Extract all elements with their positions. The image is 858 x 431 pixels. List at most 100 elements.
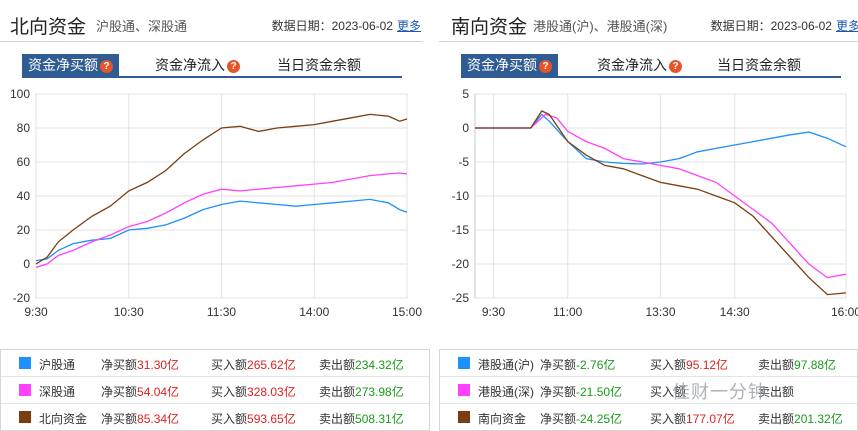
x-tick-label: 15:00 — [392, 305, 422, 319]
legend-swatch — [19, 411, 31, 423]
y-tick-label: 20 — [17, 223, 31, 237]
tab-net-buy[interactable]: 资金净买额? — [461, 54, 558, 76]
legend-swatch — [458, 384, 470, 396]
north-legend: 沪股通 净买额31.30亿 买入额265.62亿 卖出额234.32亿 深股通 … — [0, 349, 430, 431]
legend-net: 净买额54.04亿 — [101, 385, 180, 399]
x-tick-label: 9:30 — [482, 305, 506, 319]
y-tick-label: -10 — [452, 189, 470, 203]
legend-swatch — [19, 357, 31, 369]
y-tick-label: 80 — [17, 121, 31, 135]
tab-net-inflow[interactable]: 资金净流入? — [597, 54, 682, 76]
y-tick-label: 100 — [10, 87, 30, 101]
divider — [439, 41, 858, 42]
tab-label: 资金净流入 — [597, 57, 667, 73]
x-tick-label: 11:00 — [553, 305, 582, 319]
legend-row: 深股通 净买额54.04亿 买入额328.03亿 卖出额273.98亿 — [1, 376, 429, 403]
legend-net: 净买额-21.50亿 — [540, 385, 623, 399]
y-tick-label: 0 — [462, 121, 469, 135]
tab-label: 当日资金余额 — [717, 57, 801, 73]
date-label: 数据日期：2023-06-02 — [271, 19, 393, 33]
x-tick-label: 10:30 — [114, 305, 144, 319]
legend-swatch — [458, 357, 470, 369]
tab-underline — [461, 76, 841, 78]
more-link[interactable]: 更多 — [835, 19, 858, 33]
y-tick-label: 0 — [23, 257, 30, 271]
tab-label: 资金净流入 — [155, 57, 225, 73]
watermark: 佳财一分钟 — [672, 382, 767, 402]
legend-sell: 卖出额508.31亿 — [319, 412, 404, 426]
legend-buy: 买入额328.03亿 — [211, 385, 296, 399]
series-line — [35, 172, 408, 269]
legend-buy: 买入额593.65亿 — [211, 412, 296, 426]
help-icon[interactable]: ? — [669, 60, 682, 73]
legend-row: 港股通(深) 净买额-21.50亿 买入额 卖出额 — [440, 376, 857, 403]
legend-row: 南向资金 净买额-24.25亿 买入额177.07亿 卖出额201.32亿 — [440, 403, 857, 430]
divider — [0, 41, 423, 42]
legend-sell: 卖出额97.88亿 — [758, 358, 837, 372]
y-tick-label: -5 — [458, 155, 469, 169]
help-icon[interactable]: ? — [227, 60, 240, 73]
more-link[interactable]: 更多 — [396, 19, 421, 33]
legend-name: 港股通(深) — [478, 385, 534, 399]
x-tick-label: 16:00 — [831, 305, 858, 319]
y-tick-label: 40 — [17, 189, 31, 203]
y-tick-label: -15 — [452, 223, 470, 237]
series-line — [475, 113, 847, 279]
data-date: 数据日期：2023-06-02 更多 — [272, 17, 421, 34]
legend-net: 净买额-24.25亿 — [540, 412, 623, 426]
legend-buy: 买入额177.07亿 — [650, 412, 735, 426]
y-tick-label: 60 — [17, 155, 31, 169]
x-tick-label: 9:30 — [24, 305, 48, 319]
date-label: 数据日期：2023-06-02 — [710, 19, 832, 33]
y-tick-label: -20 — [13, 291, 31, 305]
tab-net-buy[interactable]: 资金净买额? — [22, 54, 119, 76]
legend-swatch — [458, 411, 470, 423]
legend-sell: 卖出额234.32亿 — [319, 358, 404, 372]
tab-balance[interactable]: 当日资金余额 — [277, 54, 361, 76]
panel-title: 北向资金 — [10, 17, 87, 38]
legend-sell: 卖出额 — [758, 385, 795, 399]
y-tick-label: -25 — [452, 291, 470, 305]
legend-row: 北向资金 净买额85.34亿 买入额593.65亿 卖出额508.31亿 — [1, 403, 429, 430]
series-line — [475, 113, 847, 165]
legend-swatch — [19, 384, 31, 396]
tab-balance[interactable]: 当日资金余额 — [717, 54, 801, 76]
help-icon[interactable]: ? — [539, 60, 552, 73]
legend-row: 港股通(沪) 净买额-2.76亿 买入额95.12亿 卖出额97.88亿 — [440, 350, 857, 376]
panel-subtitle: 港股通(沪)、港股通(深) — [533, 19, 668, 34]
north-panel: 北向资金 沪股通、深股通 数据日期：2023-06-02 更多 资金净买额? 资金… — [0, 0, 430, 431]
panel-title: 南向资金 — [451, 17, 528, 38]
legend-net: 净买额85.34亿 — [101, 412, 180, 426]
south-legend: 港股通(沪) 净买额-2.76亿 买入额95.12亿 卖出额97.88亿 港股通… — [439, 349, 858, 431]
tab-label: 资金净买额 — [467, 57, 537, 73]
help-icon[interactable]: ? — [100, 60, 113, 73]
legend-net: 净买额-2.76亿 — [540, 358, 616, 372]
tab-underline — [22, 76, 402, 78]
legend-name: 南向资金 — [478, 412, 527, 426]
tab-net-inflow[interactable]: 资金净流入? — [155, 54, 240, 76]
legend-name: 深股通 — [39, 385, 76, 399]
legend-name: 沪股通 — [39, 358, 76, 372]
legend-row: 沪股通 净买额31.30亿 买入额265.62亿 卖出额234.32亿 — [1, 350, 429, 376]
x-tick-label: 13:30 — [645, 305, 675, 319]
y-tick-label: -20 — [452, 257, 470, 271]
data-date: 数据日期：2023-06-02 更多 — [711, 17, 858, 34]
x-tick-label: 14:30 — [720, 305, 750, 319]
legend-buy: 买入额 — [650, 385, 687, 399]
x-tick-label: 14:00 — [299, 305, 329, 319]
series-line — [35, 113, 408, 265]
tab-label: 资金净买额 — [28, 57, 98, 73]
x-tick-label: 11:30 — [207, 305, 236, 319]
legend-name: 港股通(沪) — [478, 358, 534, 372]
series-line — [35, 198, 408, 262]
north-chart: -20 0 20 40 60 80 100 9:30 10:30 11:30 14:00 15:00 — [10, 87, 422, 319]
legend-sell: 卖出额273.98亿 — [319, 385, 404, 399]
south-panel: 南向资金 港股通(沪)、港股通(深) 数据日期：2023-06-02 更多 资金净… — [439, 0, 858, 431]
legend-name: 北向资金 — [39, 412, 88, 426]
legend-sell: 卖出额201.32亿 — [758, 412, 843, 426]
legend-buy: 买入额265.62亿 — [211, 358, 296, 372]
tab-label: 当日资金余额 — [277, 57, 361, 73]
legend-buy: 买入额95.12亿 — [650, 358, 729, 372]
legend-net: 净买额31.30亿 — [101, 358, 180, 372]
series-line — [475, 110, 847, 296]
